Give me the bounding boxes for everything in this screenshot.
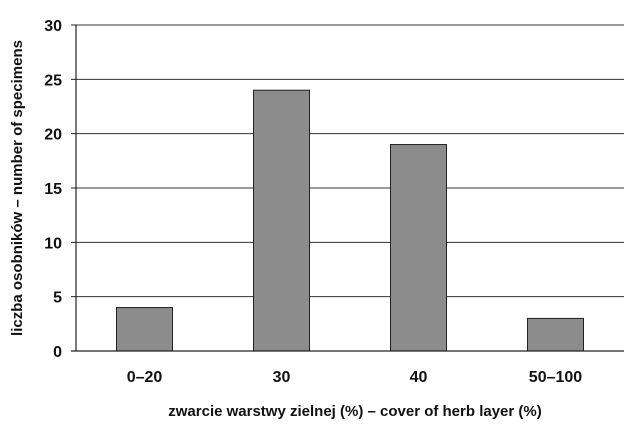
bars xyxy=(116,89,584,352)
y-axis-title: liczba osobników – number of specimens xyxy=(9,40,26,336)
y-tick-label: 25 xyxy=(44,72,62,89)
plot-frame xyxy=(71,25,624,352)
bar-2 xyxy=(253,89,310,352)
y-tick-label: 0 xyxy=(53,344,62,361)
x-tick-label: 30 xyxy=(273,369,291,386)
y-tick-label: 20 xyxy=(44,127,62,144)
gridlines xyxy=(71,24,624,352)
x-tick-label: 50–100 xyxy=(529,369,582,386)
x-tick-labels: 0–20 30 40 50–100 xyxy=(127,369,583,386)
x-axis-title: zwarcie warstwy zielnej (%) – cover of h… xyxy=(168,403,541,419)
x-tick-label: 0–20 xyxy=(127,369,163,386)
bar-1 xyxy=(116,307,173,352)
y-tick-label: 10 xyxy=(44,235,62,252)
y-tick-label: 30 xyxy=(44,18,62,35)
y-tick-label: 5 xyxy=(53,290,62,307)
bar-3 xyxy=(390,144,447,352)
y-tick-label: 15 xyxy=(44,181,62,198)
bar-4 xyxy=(527,317,584,352)
y-tick-labels: 0 5 10 15 20 25 30 xyxy=(44,18,62,361)
x-tick-label: 40 xyxy=(410,369,428,386)
